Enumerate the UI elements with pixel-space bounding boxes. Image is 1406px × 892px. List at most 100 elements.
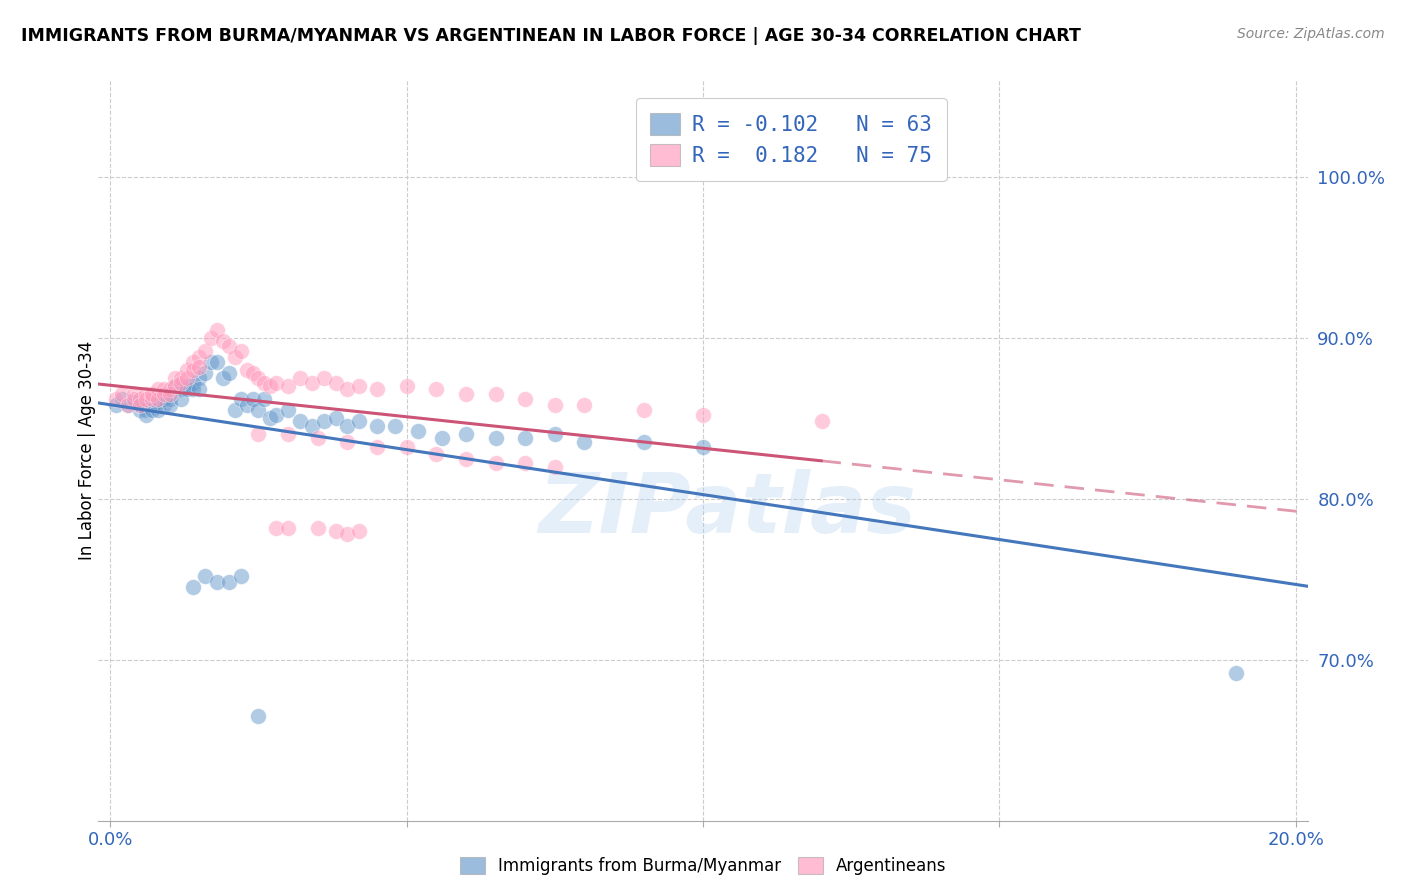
Point	[152, 398, 174, 412]
Point	[181, 580, 204, 594]
Point	[454, 451, 477, 466]
Point	[259, 379, 281, 393]
Point	[336, 435, 359, 450]
Point	[633, 435, 655, 450]
Point	[181, 376, 204, 390]
Point	[247, 427, 270, 442]
Point	[301, 419, 323, 434]
Point	[122, 395, 145, 409]
Point	[432, 431, 454, 445]
Point	[194, 343, 217, 358]
Point	[105, 392, 128, 406]
Point	[159, 392, 181, 406]
Text: ZIPatlas: ZIPatlas	[538, 469, 917, 550]
Point	[247, 371, 270, 385]
Point	[366, 382, 388, 396]
Point	[454, 427, 477, 442]
Point	[205, 323, 228, 337]
Point	[425, 382, 447, 396]
Point	[200, 331, 222, 345]
Point	[129, 392, 152, 406]
Point	[307, 431, 329, 445]
Point	[484, 387, 506, 401]
Point	[176, 382, 198, 396]
Text: IMMIGRANTS FROM BURMA/MYANMAR VS ARGENTINEAN IN LABOR FORCE | AGE 30-34 CORRELAT: IMMIGRANTS FROM BURMA/MYANMAR VS ARGENTI…	[21, 27, 1081, 45]
Point	[141, 403, 163, 417]
Point	[146, 403, 169, 417]
Point	[515, 392, 537, 406]
Point	[253, 392, 276, 406]
Point	[218, 575, 240, 590]
Point	[574, 435, 596, 450]
Point	[229, 392, 252, 406]
Point	[165, 379, 187, 393]
Point	[395, 440, 418, 454]
Point	[1225, 665, 1247, 680]
Point	[181, 382, 204, 396]
Point	[170, 371, 193, 385]
Point	[408, 424, 430, 438]
Point	[135, 403, 157, 417]
Point	[235, 363, 257, 377]
Point	[307, 521, 329, 535]
Point	[194, 366, 217, 380]
Point	[141, 398, 163, 412]
Point	[264, 521, 287, 535]
Legend: R = -0.102   N = 63, R =  0.182   N = 75: R = -0.102 N = 63, R = 0.182 N = 75	[636, 98, 946, 181]
Point	[259, 411, 281, 425]
Point	[188, 359, 211, 374]
Point	[194, 569, 217, 583]
Point	[159, 387, 181, 401]
Point	[395, 379, 418, 393]
Point	[170, 392, 193, 406]
Point	[135, 408, 157, 422]
Point	[111, 392, 134, 406]
Point	[212, 334, 235, 348]
Point	[253, 376, 276, 390]
Point	[105, 398, 128, 412]
Point	[146, 395, 169, 409]
Y-axis label: In Labor Force | Age 30-34: In Labor Force | Age 30-34	[79, 341, 96, 560]
Point	[336, 419, 359, 434]
Point	[224, 350, 246, 364]
Point	[129, 398, 152, 412]
Point	[312, 415, 335, 429]
Point	[218, 366, 240, 380]
Point	[152, 387, 174, 401]
Point	[159, 398, 181, 412]
Point	[544, 427, 567, 442]
Point	[366, 440, 388, 454]
Point	[347, 379, 370, 393]
Point	[325, 376, 347, 390]
Point	[229, 569, 252, 583]
Point	[264, 408, 287, 422]
Point	[366, 419, 388, 434]
Point	[242, 392, 264, 406]
Point	[633, 403, 655, 417]
Point	[146, 392, 169, 406]
Point	[218, 339, 240, 353]
Point	[181, 355, 204, 369]
Point	[277, 403, 299, 417]
Point	[425, 447, 447, 461]
Point	[347, 415, 370, 429]
Point	[117, 398, 139, 412]
Point	[515, 431, 537, 445]
Point	[170, 376, 193, 390]
Point	[242, 366, 264, 380]
Point	[176, 379, 198, 393]
Point	[170, 382, 193, 396]
Point	[141, 392, 163, 406]
Point	[544, 459, 567, 474]
Point	[135, 387, 157, 401]
Point	[188, 350, 211, 364]
Point	[312, 371, 335, 385]
Point	[129, 403, 152, 417]
Point	[205, 575, 228, 590]
Point	[288, 415, 311, 429]
Point	[544, 398, 567, 412]
Point	[200, 355, 222, 369]
Text: Source: ZipAtlas.com: Source: ZipAtlas.com	[1237, 27, 1385, 41]
Point	[247, 709, 270, 723]
Point	[135, 392, 157, 406]
